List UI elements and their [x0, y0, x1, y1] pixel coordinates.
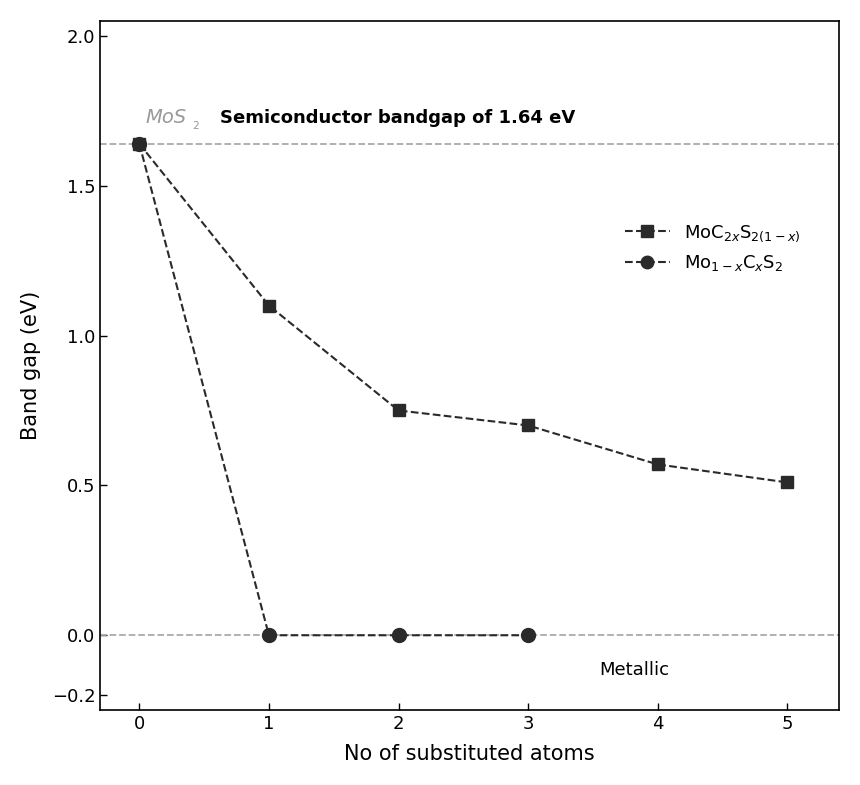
X-axis label: No of substituted atoms: No of substituted atoms: [345, 744, 595, 764]
Text: Metallic: Metallic: [599, 661, 669, 679]
Text: MoS: MoS: [146, 108, 187, 127]
Y-axis label: Band gap (eV): Band gap (eV): [21, 291, 40, 440]
Text: Semiconductor bandgap of 1.64 eV: Semiconductor bandgap of 1.64 eV: [219, 109, 575, 127]
Text: $_2$: $_2$: [193, 117, 200, 132]
Legend: MoC$_{2x}$S$_{2(1-x)}$, Mo$_{1-x}$C$_{x}$S$_{2}$: MoC$_{2x}$S$_{2(1-x)}$, Mo$_{1-x}$C$_{x}…: [617, 216, 808, 280]
